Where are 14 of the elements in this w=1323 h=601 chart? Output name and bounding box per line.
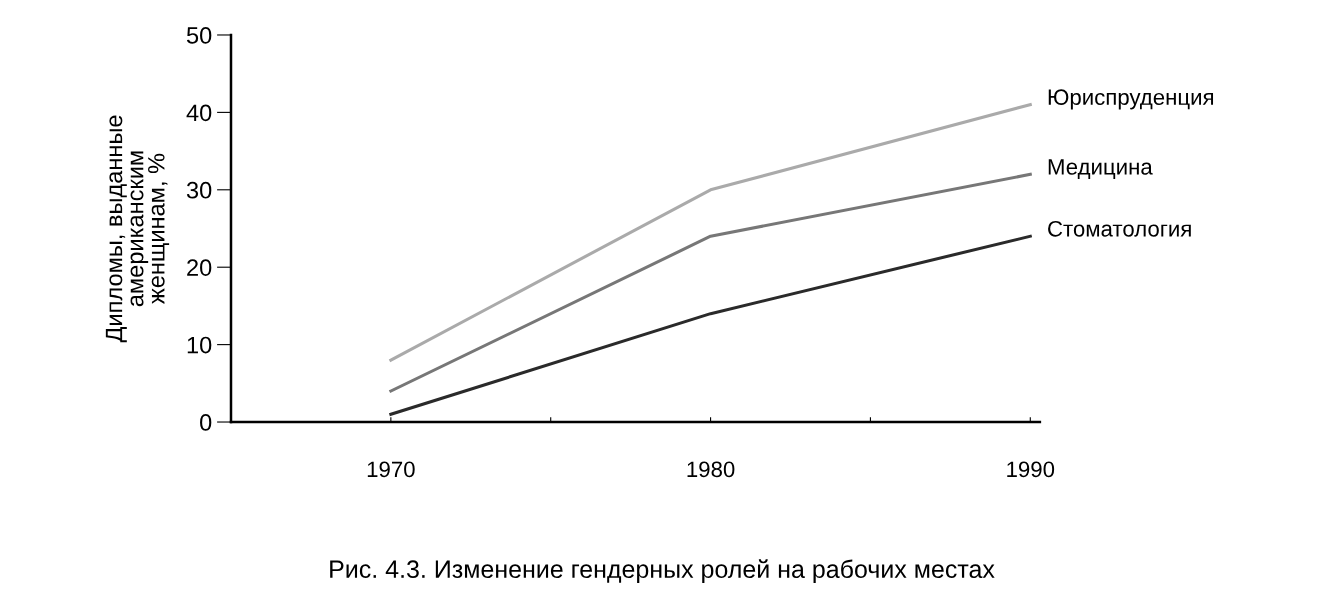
series-label: Стоматология <box>1048 220 1191 237</box>
y-tick-label: 30 <box>186 181 212 199</box>
x-tick-label: 1970 <box>367 461 415 478</box>
series-label: Медицина <box>1048 159 1153 179</box>
y-tick-label: 20 <box>187 259 212 276</box>
x-tick-label: 1990 <box>1007 461 1055 478</box>
y-tick-label: 40 <box>186 104 212 122</box>
y-tick-label: 0 <box>200 414 212 431</box>
x-tick-label: 1980 <box>687 461 735 478</box>
y-tick-label: 50 <box>186 27 212 44</box>
y-axis-title: Дипломы, выданные американским женщинам, % <box>105 115 170 343</box>
y-tick-label: 10 <box>187 336 212 354</box>
text: Рис. 4.3. Изменение гендерных ролей на рабочих местах <box>330 559 995 583</box>
series-label: Юриспруденция <box>1048 89 1214 110</box>
